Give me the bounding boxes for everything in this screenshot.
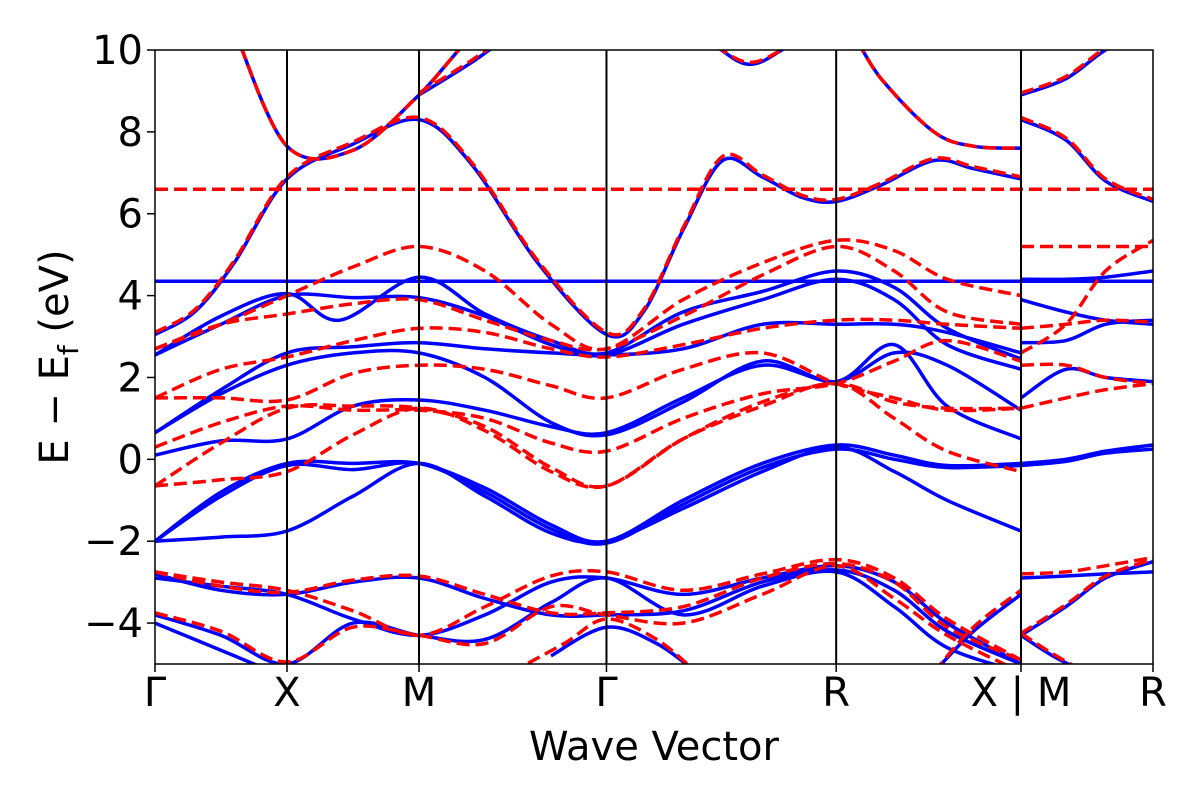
dashed-band-line-32: [1020, 381, 1153, 410]
y-tick-label-5: 0: [118, 437, 143, 483]
solid-band-line-14: [155, 269, 1022, 361]
dashed-band-line-10: [1020, 50, 1106, 95]
dashed-band-line-25: [155, 350, 1022, 413]
dashed-band-line-31: [1020, 362, 1153, 386]
solid-band-line-36: [1020, 443, 1153, 466]
x-tick-label-4: R: [822, 670, 850, 716]
solid-band-line-7: [418, 50, 493, 97]
dashed-band-line-28: [155, 381, 1022, 490]
solid-band-line-45: [550, 625, 689, 664]
solid-band-line-42: [155, 569, 999, 664]
x-axis-title: Wave Vector: [529, 724, 780, 770]
dashed-band-line-41: [155, 561, 1022, 662]
dashed-band-line-43: [155, 564, 1009, 664]
y-tick-label-1: 8: [118, 110, 143, 156]
dashed-band-line-6: [155, 115, 1022, 337]
dashed-band-line-4: [240, 50, 1022, 161]
dashed-band-line-24: [155, 317, 1022, 400]
y-tick-label-6: −2: [84, 519, 143, 565]
solid-band-line-37: [1020, 447, 1153, 468]
x-tick-label-2: M: [402, 670, 437, 716]
plot-frame: [154, 49, 1154, 665]
x-tick-label-1: X: [273, 670, 300, 716]
dashed-band-line-22: [155, 238, 1022, 352]
solid-band-line-15: [155, 320, 1022, 435]
solid-band-line-38: [155, 564, 1022, 664]
dashed-band-line-12: [1020, 115, 1153, 202]
y-tick-label-4: 2: [118, 355, 143, 401]
solid-band-line-3: [240, 50, 1022, 161]
dashed-band-line-27: [155, 381, 1022, 489]
dashed-band-line-48: [938, 588, 1023, 664]
dashed-band-line-30: [1020, 238, 1153, 355]
solid-band-line-5: [155, 117, 1022, 339]
solid-band-line-44: [155, 621, 259, 664]
y-tick-label-0: 10: [92, 28, 143, 74]
x-axis-ticks: Γ X M Γ R X | M R: [144, 664, 1167, 716]
solid-band-line-17: [155, 342, 1022, 441]
y-tick-label-2: 6: [118, 192, 143, 238]
y-tick-label-7: −4: [84, 601, 143, 647]
x-tick-label-3: Γ: [595, 670, 618, 716]
dashed-band-line-54: [1020, 631, 1074, 664]
y-axis-title-unit: (eV): [32, 249, 78, 345]
x-tick-label-6: R: [1139, 670, 1167, 716]
dashed-band-line-8: [418, 50, 490, 95]
y-axis-title-main: E − E: [32, 355, 78, 465]
y-tick-label-3: 4: [118, 274, 143, 320]
y-axis-title-subscript: f: [52, 344, 85, 355]
solid-band-line-35: [155, 445, 1022, 545]
solid-band-line-9: [1020, 50, 1109, 97]
dashed-band-line-50: [1020, 555, 1153, 576]
solid-band-line-40: [155, 567, 1022, 664]
dashed-band-line-23: [155, 244, 1022, 352]
y-axis-ticks: 10 8 6 4 2 0 −2 −4: [84, 28, 155, 647]
solid-band-line-18: [1020, 269, 1153, 282]
x-tick-label-5: X | M: [971, 670, 1072, 716]
x-tick-label-0: Γ: [144, 670, 167, 716]
dashed-band-line-29: [1020, 318, 1153, 331]
dashed-band-line-52: [1020, 557, 1153, 635]
y-axis-title: E − Ef (eV): [32, 249, 85, 464]
solid-band-line-49: [1020, 570, 1153, 580]
series-layer: [155, 50, 1153, 664]
dashed-band-line-46: [522, 617, 690, 664]
high-symmetry-lines: [286, 50, 1022, 664]
